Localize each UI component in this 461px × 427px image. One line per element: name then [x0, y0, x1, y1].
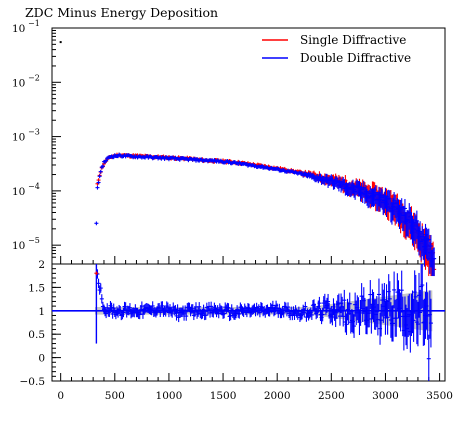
x-tick-label: 1000: [156, 390, 183, 402]
x-axis: 0 500 1000 1500 2000 2500 3000 3500: [57, 256, 453, 402]
top-y-tick-label: 10: [12, 132, 25, 144]
ratio-y-tick-label: 2: [38, 259, 45, 271]
top-y-tick-label: 10: [12, 240, 25, 252]
series-single-diffractive: [94, 152, 437, 277]
x-tick-label: 0: [57, 390, 64, 402]
top-y-tick-exponent: −4: [28, 182, 40, 191]
ratio-y-tick-label: 0: [38, 353, 45, 365]
ratio-plot-frame: [51, 263, 446, 382]
legend-label-double: Double Diffractive: [300, 51, 411, 65]
x-tick-label: 2000: [264, 390, 291, 402]
top-y-tick-exponent: −2: [28, 73, 40, 82]
top-y-axis: 10−510−410−310−210−1: [12, 19, 61, 258]
ratio-y-tick-label: 1: [38, 306, 45, 318]
top-y-tick-exponent: −1: [28, 19, 40, 28]
top-y-tick-label: 10: [12, 186, 25, 198]
x-tick-label: 500: [105, 390, 125, 402]
ratio-y-tick-label: 0.5: [28, 329, 45, 341]
x-tick-label: 1500: [210, 390, 237, 402]
outlier-marker: [59, 41, 62, 44]
ratio-y-axis: −0.5 0 0.5 1 1.5 2: [20, 259, 61, 388]
series-double-diffractive: [94, 152, 437, 277]
top-y-tick-label: 10: [12, 77, 25, 89]
legend-label-single: Single Diffractive: [300, 33, 406, 47]
chart-title: ZDC Minus Energy Deposition: [25, 5, 218, 20]
x-tick-label: 2500: [318, 390, 345, 402]
x-tick-label: 3000: [372, 390, 399, 402]
x-tick-label: 3500: [426, 390, 453, 402]
top-y-tick-exponent: −3: [28, 128, 40, 137]
ratio-points: [95, 264, 433, 381]
legend: Single Diffractive Double Diffractive: [262, 33, 411, 65]
ratio-y-tick-label: 1.5: [28, 282, 45, 294]
ratio-y-tick-label: −0.5: [20, 376, 46, 388]
top-y-tick-exponent: −5: [28, 236, 40, 245]
top-y-tick-label: 10: [12, 23, 25, 35]
